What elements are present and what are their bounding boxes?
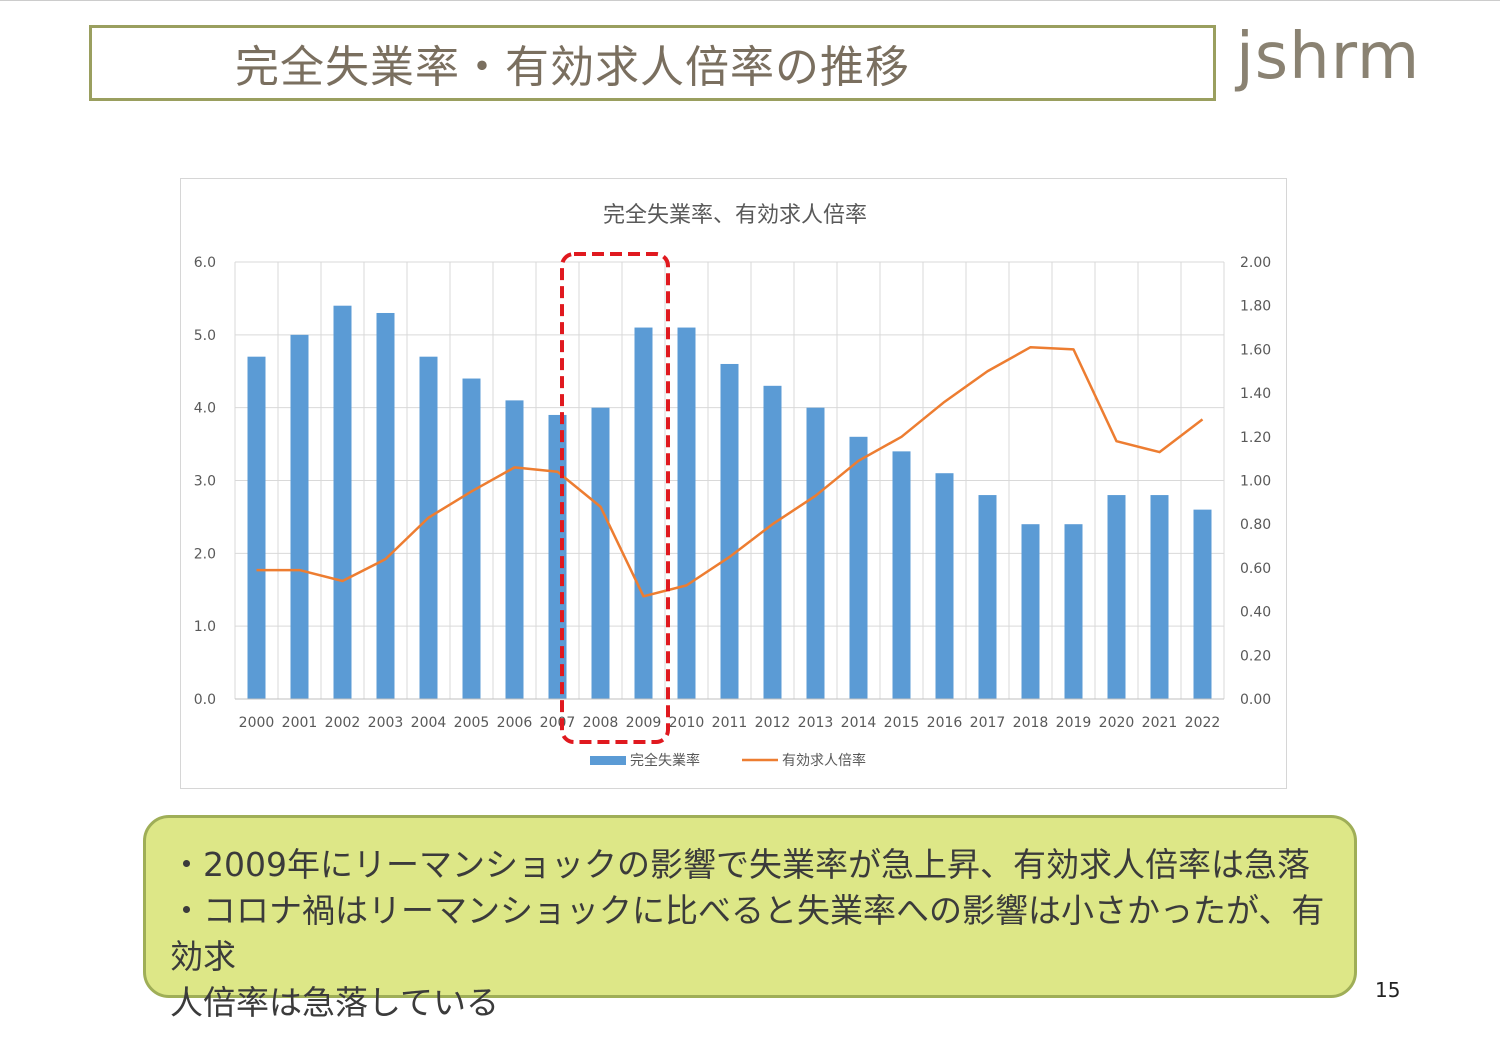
right-axis-tick-label: 1.20 <box>1240 430 1271 446</box>
highlight-box-2008-2009 <box>560 252 670 744</box>
bar-2004 <box>419 356 438 699</box>
right-axis-tick-label: 0.00 <box>1240 692 1271 708</box>
x-tick-label: 2020 <box>1099 715 1135 731</box>
left-axis-tick-label: 4.0 <box>194 401 216 417</box>
bar-2012 <box>763 385 782 699</box>
right-axis-tick-label: 1.40 <box>1240 386 1271 402</box>
x-tick-label: 2015 <box>884 715 920 731</box>
x-tick-label: 2005 <box>454 715 490 731</box>
x-tick-label: 2016 <box>927 715 963 731</box>
bar-2000 <box>247 356 266 699</box>
bar-2016 <box>935 473 954 699</box>
x-tick-label: 2017 <box>970 715 1006 731</box>
note-line-2: ・コロナ禍はリーマンショックに比べると失業率への影響は小さかったが、有効求 <box>170 891 1325 976</box>
x-tick-label: 2019 <box>1056 715 1092 731</box>
jshrm-logo: jshrm <box>1236 20 1421 94</box>
x-tick-label: 2002 <box>325 715 361 731</box>
right-axis-tick-label: 1.00 <box>1240 474 1271 490</box>
bar-2021 <box>1150 495 1169 699</box>
x-tick-label: 2007 <box>540 715 576 731</box>
right-axis-tick-label: 2.00 <box>1240 255 1271 271</box>
right-axis-tick-label: 1.80 <box>1240 299 1271 315</box>
legend-swatch-bar <box>590 756 626 765</box>
x-tick-label: 2000 <box>239 715 275 731</box>
bar-2009 <box>634 327 653 699</box>
x-tick-label: 2003 <box>368 715 404 731</box>
right-axis-tick-label: 0.40 <box>1240 605 1271 621</box>
left-axis-tick-label: 6.0 <box>194 255 216 271</box>
bar-2019 <box>1064 524 1083 699</box>
x-tick-label: 2012 <box>755 715 791 731</box>
bar-2006 <box>505 400 524 699</box>
x-tick-label: 2011 <box>712 715 748 731</box>
bar-2020 <box>1107 495 1126 699</box>
summary-note: ・2009年にリーマンショックの影響で失業率が急上昇、有効求人倍率は急落 ・コロ… <box>143 815 1357 1022</box>
x-tick-label: 2014 <box>841 715 877 731</box>
bar-2010 <box>677 327 696 699</box>
x-tick-label: 2022 <box>1185 715 1221 731</box>
bar-2015 <box>892 451 911 699</box>
slide-title-box: 完全失業率・有効求人倍率の推移 <box>89 25 1216 101</box>
chart-frame <box>180 178 1287 789</box>
left-axis-tick-label: 0.0 <box>194 692 216 708</box>
bar-2013 <box>806 407 825 699</box>
legend-label-bar: 完全失業率 <box>630 752 700 769</box>
legend-label-line: 有効求人倍率 <box>782 752 866 769</box>
bar-2002 <box>333 305 352 699</box>
bar-2014 <box>849 436 868 699</box>
bar-2001 <box>290 334 309 699</box>
x-tick-label: 2021 <box>1142 715 1178 731</box>
left-axis-tick-label: 2.0 <box>194 546 216 562</box>
note-line-3: 人倍率は急落している <box>170 983 500 1022</box>
right-axis-tick-label: 0.20 <box>1240 648 1271 664</box>
bar-2005 <box>462 378 481 699</box>
x-tick-label: 2006 <box>497 715 533 731</box>
bar-2008 <box>591 407 610 699</box>
left-axis-tick-label: 3.0 <box>194 474 216 490</box>
top-border <box>0 0 1500 1</box>
x-tick-label: 2018 <box>1013 715 1049 731</box>
x-tick-label: 2008 <box>583 715 619 731</box>
chart-title: 完全失業率、有効求人倍率 <box>603 203 867 228</box>
page-number: 15 <box>1375 978 1401 1002</box>
right-axis-tick-label: 0.60 <box>1240 561 1271 577</box>
x-tick-label: 2009 <box>626 715 662 731</box>
slide-title: 完全失業率・有効求人倍率の推移 <box>235 42 910 93</box>
bar-2022 <box>1193 509 1212 699</box>
bar-2011 <box>720 363 739 699</box>
x-tick-label: 2001 <box>282 715 318 731</box>
left-axis-tick-label: 5.0 <box>194 328 216 344</box>
x-tick-label: 2010 <box>669 715 705 731</box>
right-axis-tick-label: 1.60 <box>1240 342 1271 358</box>
bar-2017 <box>978 495 997 699</box>
x-tick-label: 2013 <box>798 715 834 731</box>
bar-2003 <box>376 312 395 699</box>
x-tick-label: 2004 <box>411 715 447 731</box>
left-axis-tick-label: 1.0 <box>194 619 216 635</box>
bar-2018 <box>1021 524 1040 699</box>
right-axis-tick-label: 0.80 <box>1240 517 1271 533</box>
note-line-1: ・2009年にリーマンショックの影響で失業率が急上昇、有効求人倍率は急落 <box>170 845 1310 884</box>
